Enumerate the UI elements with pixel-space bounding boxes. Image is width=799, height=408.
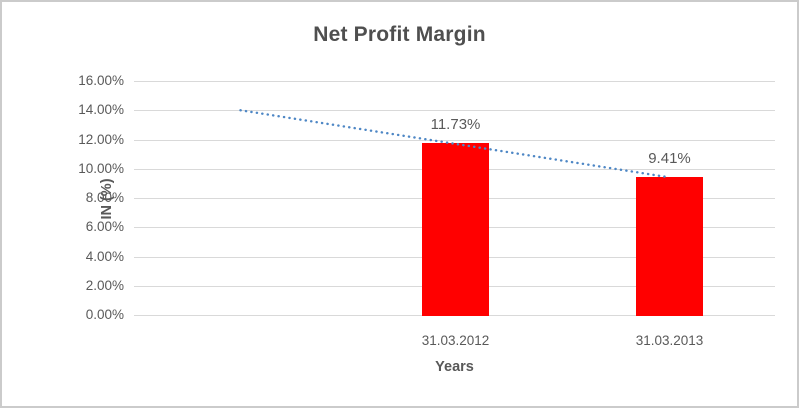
y-tick-label: 2.00% <box>85 277 124 293</box>
y-tick-label: 0.00% <box>85 307 124 322</box>
chart-title: Net Profit Margin <box>313 23 486 46</box>
bar <box>636 177 703 316</box>
y-tick-label: 8.00% <box>85 190 124 205</box>
bar-value-label: 11.73% <box>430 116 481 134</box>
y-tick-label: 14.00% <box>78 102 124 118</box>
gridline <box>134 81 775 82</box>
gridline <box>134 110 775 112</box>
x-tick-label: 31.03.2013 <box>635 333 704 348</box>
y-tick-label: 16.00% <box>78 73 124 88</box>
y-tick-label: 6.00% <box>85 219 124 235</box>
x-tick-label: 31.03.2012 <box>421 333 490 348</box>
bar-value-label: 9.41% <box>648 150 691 168</box>
y-tick-label: 12.00% <box>78 131 124 147</box>
gridline <box>134 139 775 141</box>
y-tick-label: 10.00% <box>78 160 124 176</box>
bar <box>422 143 489 316</box>
y-tick-label: 4.00% <box>85 248 124 264</box>
x-axis-title: Years <box>435 359 474 375</box>
